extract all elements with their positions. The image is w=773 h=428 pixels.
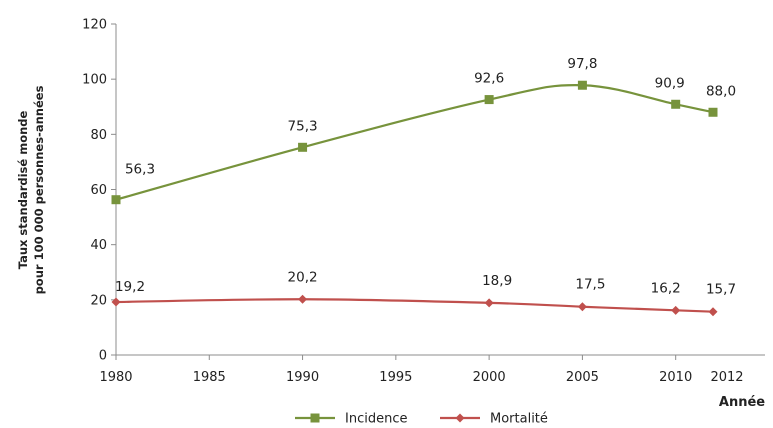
y-tick-label: 0 (99, 349, 107, 364)
data-label-mortalite: 17,5 (575, 277, 605, 293)
data-point-mortalite (298, 294, 308, 304)
series-layer: 56,3 75,3 92,6 97,8 90,9 88,0 19,2 20,2 18,9 17,5… (111, 56, 736, 317)
data-label-incidence: 75,3 (288, 118, 318, 134)
data-label-mortalite: 18,9 (482, 273, 512, 289)
y-axis-label-line-2: pour 100 000 personnes-années (32, 85, 46, 294)
data-label-incidence: 56,3 (125, 162, 155, 178)
data-label-mortalite: 19,2 (115, 279, 145, 295)
data-point-mortalite (484, 298, 494, 308)
data-label-mortalite: 20,2 (288, 269, 318, 285)
series-line-incidence (115, 84, 714, 201)
data-point-incidence (111, 195, 121, 205)
legend-label-mortalite: Mortalité (490, 412, 548, 427)
axes: 0 20 40 60 80 100 120 1980 1985 1990 1995 2000 2005 2… (82, 18, 765, 385)
legend-marker-mortalite (455, 413, 465, 423)
x-tick-label: 1995 (379, 370, 412, 385)
x-tick-label: 1990 (286, 370, 319, 385)
data-label-incidence: 92,6 (474, 71, 504, 87)
x-tick-label: 1980 (99, 370, 132, 385)
data-point-mortalite (577, 302, 587, 312)
data-label-mortalite: 15,7 (706, 282, 736, 298)
data-label-incidence: 88,0 (706, 83, 736, 99)
y-tick-label: 60 (90, 183, 107, 198)
legend: Incidence Mortalité (295, 412, 548, 427)
legend-label-incidence: Incidence (345, 412, 407, 427)
data-label-incidence: 90,9 (655, 75, 685, 91)
x-tick-label: 2000 (473, 370, 506, 385)
x-tick-label: 2005 (566, 370, 599, 385)
data-point-mortalite (708, 307, 718, 317)
x-tick-label: 2012 (710, 370, 743, 385)
legend-marker-incidence (310, 413, 320, 423)
x-axis-label: Année (719, 395, 765, 410)
data-label-mortalite: 16,2 (651, 280, 681, 296)
y-tick-label: 80 (90, 128, 107, 143)
y-tick-label: 40 (90, 238, 107, 253)
data-point-mortalite (671, 305, 681, 315)
y-tick-label: 20 (90, 293, 107, 308)
data-point-incidence (484, 95, 494, 105)
x-tick-label: 2010 (659, 370, 692, 385)
data-point-incidence (577, 80, 587, 90)
x-tick-label: 1985 (193, 370, 226, 385)
data-point-incidence (671, 99, 681, 109)
data-point-incidence (298, 142, 308, 152)
series-line-mortalite (115, 298, 714, 313)
data-label-incidence: 97,8 (567, 56, 597, 72)
y-tick-label: 120 (82, 18, 107, 33)
data-point-incidence (708, 107, 718, 117)
y-tick-label: 100 (82, 73, 107, 88)
y-axis-label-line-1: Taux standardisé monde (16, 110, 30, 269)
data-point-mortalite (111, 297, 121, 307)
